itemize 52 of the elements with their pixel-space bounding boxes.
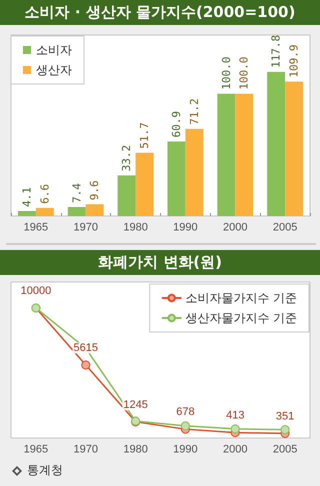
point [81, 360, 90, 370]
data-label: 51.7 [138, 122, 152, 149]
x-tick-label: 2005 [272, 444, 298, 456]
text: 통계청 [27, 462, 63, 479]
x-tick-label: 1990 [173, 444, 198, 456]
chart-title: 화폐가치 변화(원) [0, 250, 320, 275]
point [230, 424, 240, 434]
bar [86, 204, 104, 216]
bar [136, 152, 154, 216]
data-label: 678 [176, 406, 195, 418]
data-label: 100.0 [238, 56, 251, 90]
bar [217, 94, 236, 216]
bar [68, 206, 86, 216]
data-label: 6.6 [38, 184, 52, 204]
data-label: 7.4 [70, 182, 84, 203]
legend-label: 생산자물가지수 기준 [186, 311, 298, 325]
legend-label: 소비자물가지수 기준 [186, 291, 298, 305]
bar [267, 72, 286, 216]
data-label: 351 [276, 410, 294, 422]
x-tick-label: 1965 [24, 444, 48, 456]
legend-label: 소비자 [36, 43, 72, 57]
data-label: 33.2 [120, 144, 134, 172]
data-label: 1245 [123, 398, 148, 411]
data-label: 10000 [20, 285, 52, 297]
x-tick-label: 2005 [272, 222, 298, 234]
bar [167, 142, 186, 216]
bar [36, 208, 54, 216]
data-label: 413 [226, 410, 244, 422]
bar [18, 210, 36, 216]
bar [118, 175, 136, 216]
point [180, 421, 190, 430]
legend-label: 생산자 [36, 63, 72, 77]
bar [235, 94, 254, 216]
data-label: 109.9 [288, 44, 301, 78]
x-tick-label: 1980 [123, 444, 148, 456]
bar [285, 82, 304, 216]
x-tick-label: 1970 [74, 222, 98, 234]
data-label: 71.2 [188, 98, 201, 125]
bar [185, 128, 204, 216]
x-tick-label: 1970 [74, 444, 98, 456]
data-label: 4.1 [20, 187, 34, 207]
data-label: 117.8 [270, 34, 283, 68]
x-tick-label: 2000 [223, 222, 248, 234]
point [280, 425, 290, 434]
chart-title: 소비자 · 생산자 물가지수(2000=100) [0, 0, 320, 25]
x-tick-label: 2000 [223, 444, 248, 456]
x-tick-label: 1965 [24, 222, 48, 234]
x-tick-label: 1980 [123, 222, 148, 234]
data-label: 60.9 [170, 111, 183, 138]
data-label: 9.6 [88, 180, 102, 200]
x-tick-label: 1990 [173, 222, 198, 234]
data-label: 100.0 [220, 56, 233, 90]
